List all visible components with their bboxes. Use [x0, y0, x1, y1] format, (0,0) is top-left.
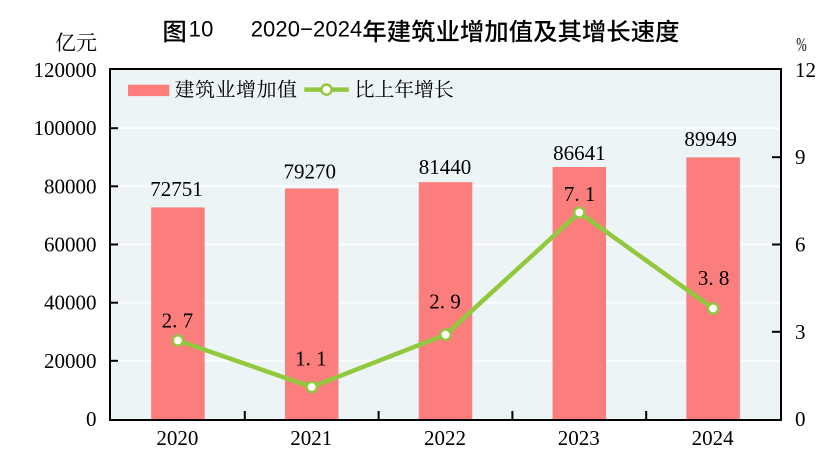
- svg-text:89949: 89949: [684, 127, 737, 151]
- svg-text:3. 8: 3. 8: [698, 266, 730, 290]
- svg-text:%: %: [796, 33, 807, 56]
- svg-text:2020: 2020: [156, 426, 198, 450]
- svg-text:2. 7: 2. 7: [162, 309, 194, 333]
- svg-text:7. 1: 7. 1: [564, 182, 596, 206]
- svg-text:2022: 2022: [424, 426, 466, 450]
- svg-text:0: 0: [795, 407, 806, 431]
- svg-text:86641: 86641: [553, 141, 606, 165]
- svg-text:20000: 20000: [44, 349, 97, 373]
- svg-text:1. 1: 1. 1: [295, 347, 327, 371]
- svg-text:80000: 80000: [44, 174, 97, 198]
- svg-text:0: 0: [86, 407, 97, 431]
- svg-text:2020−2024: 2020−2024: [251, 16, 363, 41]
- svg-text:10: 10: [189, 16, 214, 41]
- svg-text:3: 3: [795, 320, 806, 344]
- svg-text:60000: 60000: [44, 233, 97, 257]
- svg-text:2023: 2023: [558, 426, 600, 450]
- svg-text:79270: 79270: [284, 159, 337, 183]
- svg-text:9: 9: [795, 145, 806, 169]
- svg-text:81440: 81440: [419, 155, 472, 179]
- svg-text:2021: 2021: [290, 426, 332, 450]
- svg-text:72751: 72751: [150, 177, 203, 201]
- svg-text:12: 12: [795, 58, 816, 82]
- svg-text:100000: 100000: [34, 116, 97, 140]
- svg-text:2024: 2024: [692, 426, 735, 450]
- svg-text:120000: 120000: [34, 58, 97, 82]
- svg-text:6: 6: [795, 233, 806, 257]
- svg-text:2. 9: 2. 9: [429, 290, 461, 314]
- svg-text:40000: 40000: [44, 291, 97, 315]
